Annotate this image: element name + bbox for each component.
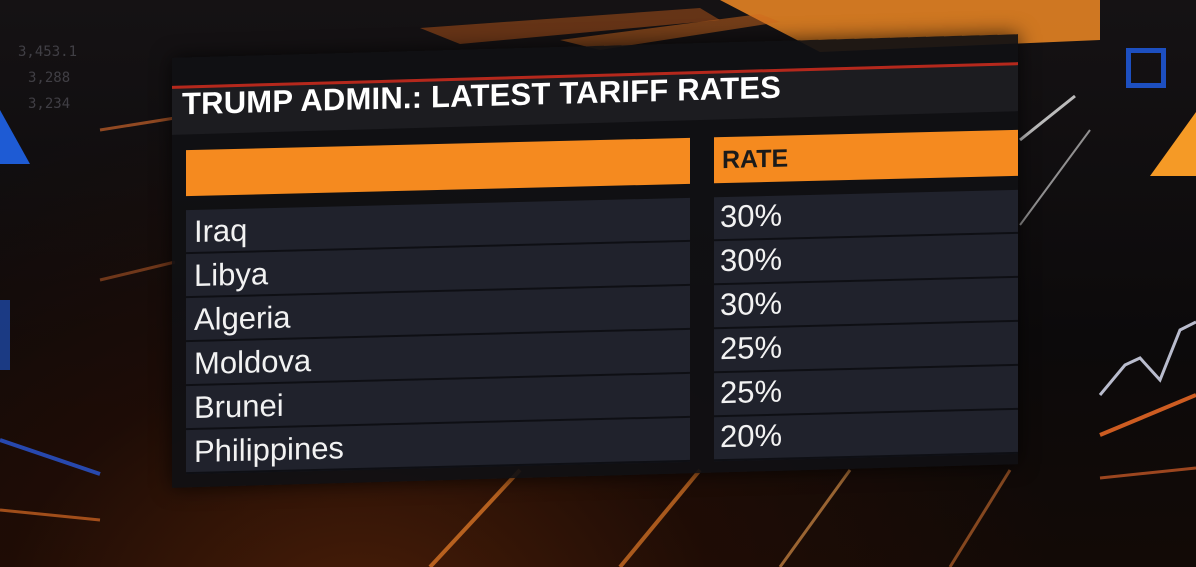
rate-cell: 25% [714,321,1018,374]
top-orange-streak-3 [560,14,780,50]
orange-triangle-decoration [1150,112,1196,176]
top-orange-streak-2 [420,8,720,44]
right-orange-line [1099,393,1196,437]
right-orange-line-2 [1099,466,1196,480]
tariff-table: RATE Iraq 30% Libya 30% Algeria 30% Mold… [186,129,1018,475]
rate-cell: 30% [714,189,1018,242]
rate-cell: 25% [714,365,1018,418]
rate-cell: 20% [714,409,1018,462]
rate-cell: 30% [714,277,1018,330]
ticker-value: 3,288 [28,70,71,86]
right-chart-line [1098,320,1196,396]
left-streak-2 [99,260,176,282]
bottom-streak-2 [618,468,702,567]
bottom-streak-3 [778,469,852,567]
blue-triangle-decoration [0,110,30,164]
right-white-line-2 [1019,129,1091,226]
blue-square-decoration [1126,48,1166,88]
left-blue-line [0,438,101,476]
ticker-value: 3,453.1 [18,44,78,60]
rate-cell: 30% [714,233,1018,286]
left-blue-bar [0,300,10,370]
bottom-streak-1 [428,468,522,567]
left-streak [99,116,176,132]
ticker-value: 3,234 [28,96,71,112]
right-white-line [1019,94,1076,142]
left-orange-line [0,508,101,522]
column-header-rate: RATE [714,129,1018,184]
bottom-streak-4 [948,469,1012,567]
